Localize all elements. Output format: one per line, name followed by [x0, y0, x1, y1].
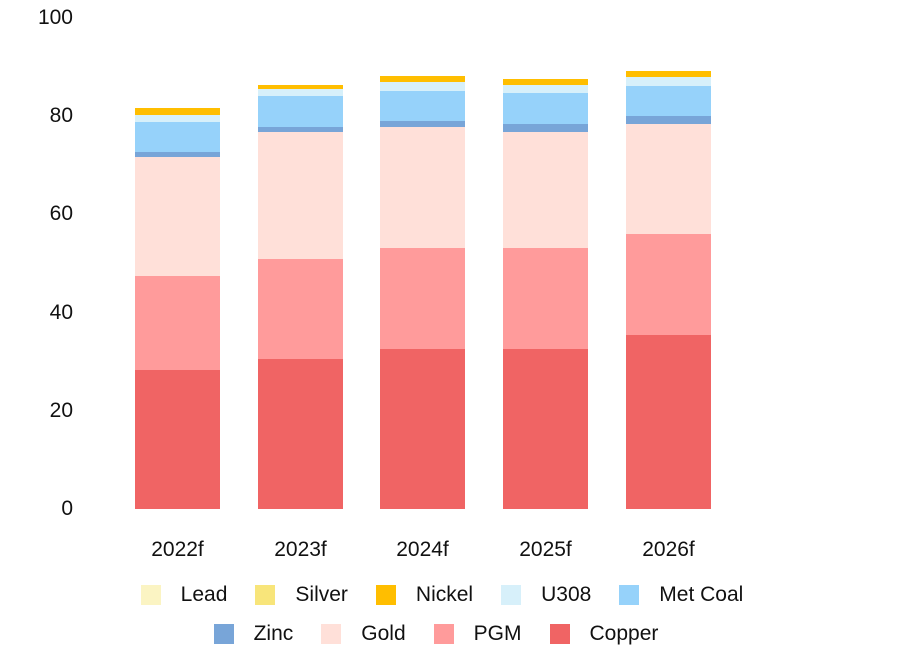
bar-segment-zinc — [135, 152, 220, 157]
y-tick-label: 80 — [49, 104, 73, 128]
bar-segment-copper — [380, 348, 465, 509]
bar-segment-pgm — [135, 275, 220, 371]
bar-segment-copper — [258, 359, 343, 509]
legend-swatch-icon — [549, 624, 570, 644]
bar-segment-u308 — [626, 77, 711, 87]
x-tick-label: 2026f — [642, 538, 695, 561]
legend-item-u308: U308 — [501, 583, 591, 607]
bar-segment-gold — [626, 124, 711, 235]
bar-segment-nickel — [626, 70, 711, 78]
bar-segment-pgm — [626, 234, 711, 336]
bar-segment-pgm — [503, 247, 588, 349]
legend-item-lead: Lead — [140, 583, 228, 607]
legend-swatch-icon — [255, 585, 276, 605]
legend-swatch-icon — [321, 624, 342, 644]
bar-segment-copper — [135, 370, 220, 509]
x-tick-label: 2025f — [519, 538, 572, 561]
legend-label: Copper — [589, 622, 659, 645]
bar-segment-zinc — [503, 124, 588, 132]
legend-label: Silver — [295, 583, 348, 606]
bar-segment-nickel — [258, 85, 343, 90]
y-tick-label: 20 — [49, 398, 73, 422]
legend-swatch-icon — [619, 585, 640, 605]
legend-label: Nickel — [415, 583, 474, 606]
legend-label: Gold — [361, 622, 406, 645]
bar-segment-zinc — [626, 116, 711, 125]
bar-segment-gold — [503, 131, 588, 248]
bar-segment-met-coal — [626, 86, 711, 117]
bar-segment-u308 — [135, 115, 220, 123]
bar-segment-met-coal — [258, 96, 343, 127]
bar-segment-u308 — [503, 85, 588, 94]
legend-label: U308 — [541, 583, 592, 606]
bar-segment-met-coal — [135, 122, 220, 153]
bar-segment-nickel — [380, 76, 465, 83]
bar-segment-zinc — [380, 121, 465, 127]
bar-segment-gold — [258, 131, 343, 260]
legend-item-silver: Silver — [255, 583, 348, 607]
bar-segment-gold — [135, 156, 220, 276]
legend-swatch-icon — [501, 585, 522, 605]
legend-swatch-icon — [433, 624, 454, 644]
y-tick-label: 100 — [37, 6, 73, 29]
y-tick-label: 40 — [49, 300, 73, 324]
bar-2026f — [626, 0, 711, 661]
bar-segment-pgm — [380, 247, 465, 349]
legend-swatch-icon — [213, 624, 234, 644]
legend-item-pgm: PGM — [433, 622, 522, 646]
bar-segment-zinc — [258, 127, 343, 132]
bar-segment-met-coal — [380, 91, 465, 122]
bar-segment-pgm — [258, 259, 343, 360]
bar-2022f — [135, 0, 220, 661]
legend-item-met-coal: Met Coal — [619, 583, 743, 607]
bar-segment-u308 — [258, 89, 343, 97]
legend-item-copper: Copper — [549, 622, 659, 646]
legend-swatch-icon — [375, 585, 396, 605]
bar-segment-nickel — [135, 108, 220, 116]
legend-label: PGM — [473, 622, 522, 645]
bar-segment-gold — [380, 127, 465, 248]
bar-segment-u308 — [380, 82, 465, 92]
legend-label: Met Coal — [659, 583, 744, 606]
x-tick-label: 2022f — [151, 538, 204, 561]
legend-row-2: Zinc Gold PGM Copper — [0, 619, 886, 649]
bar-2025f — [503, 0, 588, 661]
bar-2023f — [258, 0, 343, 661]
bar-segment-copper — [503, 348, 588, 509]
x-tick-label: 2023f — [274, 538, 327, 561]
bar-segment-met-coal — [503, 93, 588, 125]
y-tick-label: 0 — [61, 497, 73, 520]
bar-2024f — [380, 0, 465, 661]
legend-label: Lead — [180, 583, 228, 606]
legend-row-1: Lead Silver Nickel U308 Met Coal — [0, 580, 892, 610]
legend-item-gold: Gold — [321, 622, 406, 646]
legend-item-nickel: Nickel — [375, 583, 474, 607]
bar-segment-nickel — [503, 79, 588, 86]
bar-segment-copper — [626, 335, 711, 509]
x-tick-label: 2024f — [396, 538, 449, 561]
legend-item-zinc: Zinc — [213, 622, 294, 646]
y-tick-label: 60 — [49, 202, 73, 226]
legend-swatch-icon — [140, 585, 161, 605]
legend-label: Zinc — [253, 622, 294, 645]
